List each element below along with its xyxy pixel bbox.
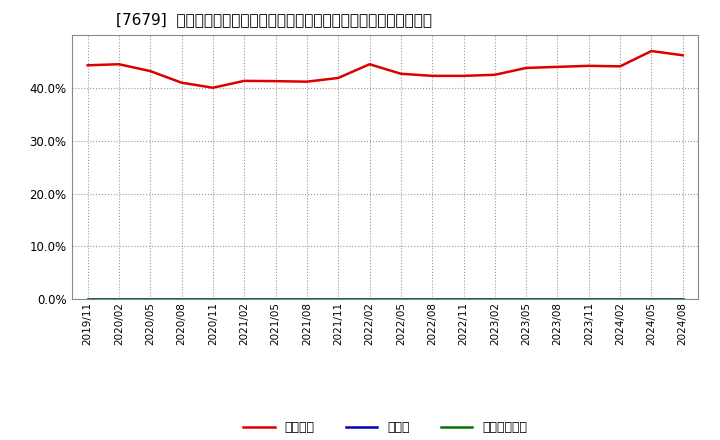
繰延税金資産 bbox=[616, 297, 624, 302]
繰延税金資産 bbox=[84, 297, 92, 302]
繰延税金資産 bbox=[678, 297, 687, 302]
繰延税金資産 bbox=[114, 297, 123, 302]
のれん bbox=[428, 297, 436, 302]
自己資本 bbox=[490, 72, 499, 77]
自己資本 bbox=[647, 48, 656, 54]
繰延税金資産 bbox=[177, 297, 186, 302]
Line: 自己資本: 自己資本 bbox=[88, 51, 683, 88]
のれん bbox=[553, 297, 562, 302]
自己資本 bbox=[302, 79, 311, 84]
のれん bbox=[365, 297, 374, 302]
のれん bbox=[84, 297, 92, 302]
のれん bbox=[678, 297, 687, 302]
のれん bbox=[647, 297, 656, 302]
自己資本 bbox=[459, 73, 468, 78]
自己資本 bbox=[428, 73, 436, 78]
繰延税金資産 bbox=[209, 297, 217, 302]
のれん bbox=[146, 297, 155, 302]
繰延税金資産 bbox=[240, 297, 248, 302]
繰延税金資産 bbox=[397, 297, 405, 302]
Legend: 自己資本, のれん, 繰延税金資産: 自己資本, のれん, 繰延税金資産 bbox=[238, 416, 532, 439]
のれん bbox=[240, 297, 248, 302]
繰延税金資産 bbox=[271, 297, 280, 302]
のれん bbox=[490, 297, 499, 302]
繰延税金資産 bbox=[490, 297, 499, 302]
繰延税金資産 bbox=[334, 297, 343, 302]
のれん bbox=[585, 297, 593, 302]
自己資本 bbox=[177, 80, 186, 85]
繰延税金資産 bbox=[302, 297, 311, 302]
自己資本 bbox=[209, 85, 217, 90]
自己資本 bbox=[678, 53, 687, 58]
繰延税金資産 bbox=[459, 297, 468, 302]
のれん bbox=[114, 297, 123, 302]
繰延税金資産 bbox=[585, 297, 593, 302]
のれん bbox=[334, 297, 343, 302]
自己資本 bbox=[553, 64, 562, 70]
のれん bbox=[616, 297, 624, 302]
繰延税金資産 bbox=[146, 297, 155, 302]
のれん bbox=[459, 297, 468, 302]
Text: [7679]  自己資本、のれん、繰延税金資産の総資産に対する比率の推移: [7679] 自己資本、のれん、繰延税金資産の総資産に対する比率の推移 bbox=[116, 12, 432, 27]
繰延税金資産 bbox=[647, 297, 656, 302]
のれん bbox=[209, 297, 217, 302]
繰延税金資産 bbox=[428, 297, 436, 302]
自己資本 bbox=[240, 78, 248, 84]
自己資本 bbox=[365, 62, 374, 67]
自己資本 bbox=[616, 64, 624, 69]
自己資本 bbox=[585, 63, 593, 69]
繰延税金資産 bbox=[522, 297, 531, 302]
のれん bbox=[271, 297, 280, 302]
自己資本 bbox=[334, 75, 343, 81]
自己資本 bbox=[397, 71, 405, 77]
のれん bbox=[397, 297, 405, 302]
自己資本 bbox=[114, 62, 123, 67]
のれん bbox=[302, 297, 311, 302]
自己資本 bbox=[522, 65, 531, 70]
のれん bbox=[522, 297, 531, 302]
のれん bbox=[177, 297, 186, 302]
自己資本 bbox=[271, 78, 280, 84]
自己資本 bbox=[146, 69, 155, 74]
繰延税金資産 bbox=[553, 297, 562, 302]
繰延税金資産 bbox=[365, 297, 374, 302]
自己資本 bbox=[84, 62, 92, 68]
